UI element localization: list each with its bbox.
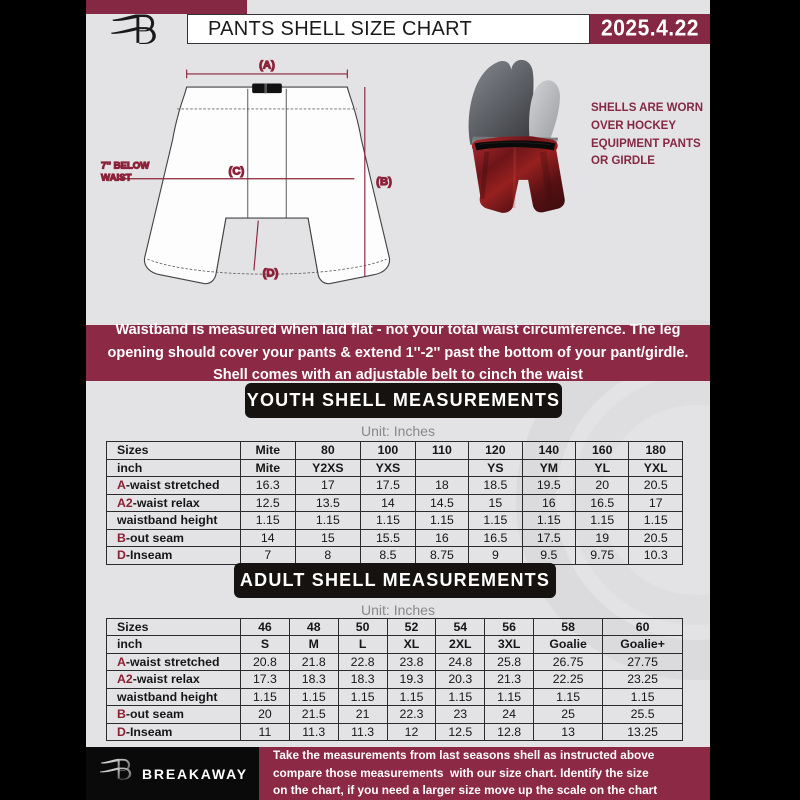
svg-text:7'' BELOW: 7'' BELOW (101, 160, 150, 171)
svg-text:WAIST: WAIST (101, 172, 132, 183)
svg-text:(A): (A) (259, 60, 275, 72)
svg-text:(C): (C) (229, 165, 245, 177)
svg-text:(D): (D) (263, 268, 279, 280)
svg-text:(B): (B) (376, 176, 392, 188)
